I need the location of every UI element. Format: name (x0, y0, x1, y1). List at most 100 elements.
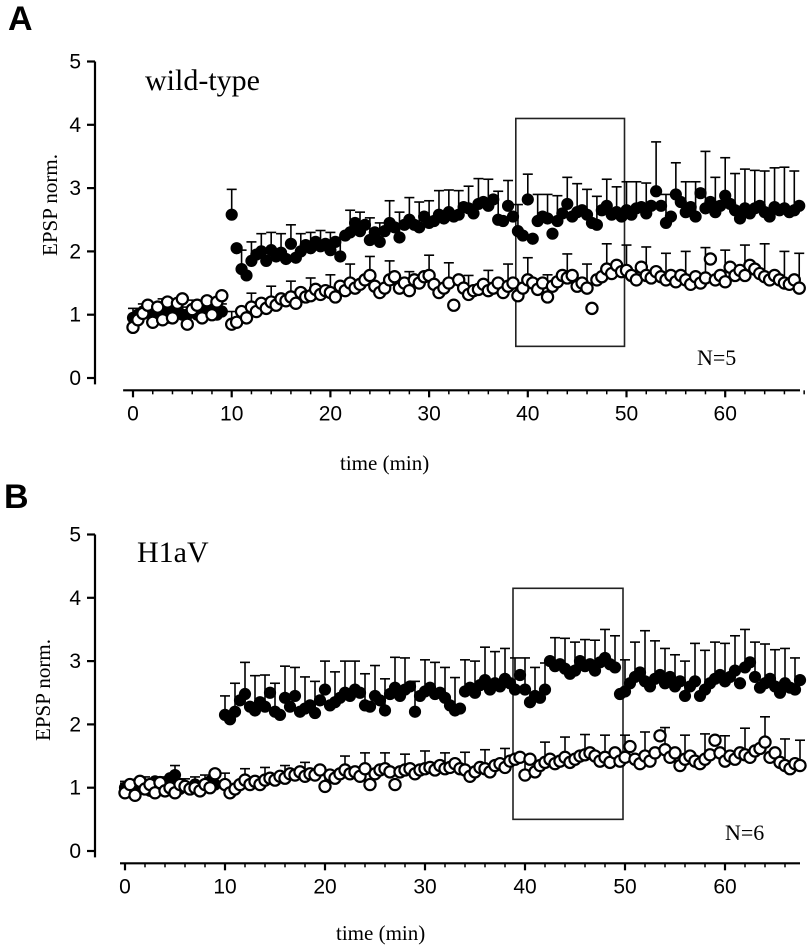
filled-data-point (288, 689, 302, 703)
open-data-point (215, 289, 229, 303)
filled-data-point (654, 199, 668, 212)
filled-data-point (238, 687, 252, 701)
open-data-point (289, 296, 303, 311)
open-data-point (540, 290, 555, 304)
filled-data-point (358, 218, 372, 231)
x-tick-label: 50 (615, 402, 638, 425)
panel-a-xlabel: time (min) (340, 451, 429, 475)
open-data-point (208, 767, 222, 781)
open-data-point (447, 298, 461, 312)
filled-data-point (546, 227, 559, 240)
y-tick-label: 2 (69, 240, 81, 263)
panel-a-n-label: N=5 (697, 345, 736, 370)
filled-data-point (283, 700, 297, 713)
filled-data-point (673, 675, 687, 688)
open-data-point (128, 788, 142, 802)
filled-data-point (518, 683, 532, 696)
x-tick-label: 40 (516, 402, 539, 425)
panel-a-title: wild-type (145, 64, 260, 97)
x-tick-label: 60 (714, 402, 737, 425)
open-data-point (388, 777, 402, 792)
filled-data-point (408, 705, 422, 718)
open-data-point (363, 777, 377, 792)
open-data-point (580, 281, 594, 295)
panel-a-ylabel: EPSP norm. (38, 154, 62, 256)
filled-data-point (225, 208, 238, 221)
filled-data-point (260, 254, 273, 267)
filled-data-point (403, 680, 417, 693)
filled-data-point (373, 235, 386, 249)
filled-data-point (688, 675, 702, 688)
open-data-point (793, 758, 807, 773)
highlight-box (512, 587, 624, 821)
filled-data-point (773, 686, 787, 699)
panel-b-ylabel: EPSP norm. (31, 639, 55, 741)
open-data-point (792, 281, 806, 295)
filled-data-point (513, 668, 527, 682)
filled-data-point (664, 210, 678, 223)
filled-data-point (228, 705, 242, 718)
filled-data-point (788, 683, 802, 696)
open-data-point (239, 311, 254, 325)
y-tick-label: 3 (69, 650, 81, 673)
x-tick-label: 40 (513, 875, 536, 898)
filled-data-point (329, 235, 342, 249)
filled-data-point (284, 237, 298, 250)
filled-data-point (793, 673, 807, 687)
filled-data-point (694, 187, 707, 200)
open-data-point (585, 301, 599, 316)
y-tick-label: 3 (69, 177, 81, 200)
filled-data-point (561, 197, 574, 211)
open-data-point (358, 762, 372, 776)
x-tick-label: 10 (213, 875, 236, 898)
y-tick-label: 5 (69, 524, 81, 547)
open-data-point (313, 763, 327, 777)
y-tick-label: 1 (69, 777, 81, 800)
filled-data-point (308, 706, 322, 720)
x-tick-label: 0 (127, 402, 139, 425)
filled-data-point (230, 242, 243, 255)
filled-data-point (363, 700, 377, 713)
x-tick-label: 10 (220, 402, 243, 425)
x-tick-label: 0 (119, 875, 131, 898)
filled-data-point (453, 702, 467, 715)
filled-data-point (674, 195, 687, 209)
panel-a-letter: A (8, 0, 33, 38)
filled-data-point (733, 677, 747, 690)
open-data-point (703, 252, 718, 266)
filled-data-point (714, 199, 727, 212)
filled-data-point (568, 664, 582, 677)
y-tick-label: 2 (69, 713, 81, 736)
filled-data-point (373, 694, 387, 707)
x-tick-label: 60 (713, 875, 736, 898)
filled-data-point (763, 210, 776, 223)
open-data-point (180, 317, 194, 331)
open-data-point (708, 733, 722, 747)
filled-data-point (608, 661, 622, 674)
y-tick-label: 4 (69, 114, 81, 137)
panel-b-xlabel: time (min) (336, 921, 425, 945)
y-tick-label: 0 (69, 840, 81, 863)
filled-data-point (413, 221, 426, 234)
open-data-point (205, 308, 219, 322)
x-tick-label: 50 (613, 875, 636, 898)
open-data-point (387, 270, 402, 284)
open-data-point (523, 752, 537, 766)
filled-data-point (506, 210, 520, 223)
panel-b-letter: B (4, 478, 29, 516)
highlight-box (514, 117, 626, 348)
filled-data-point (684, 200, 697, 214)
filled-data-point (526, 232, 539, 245)
filled-data-point (650, 185, 663, 198)
open-data-point (623, 739, 637, 754)
filled-data-point (240, 269, 253, 282)
filled-data-point (497, 214, 510, 228)
y-tick-label: 4 (69, 587, 81, 610)
panel-b-n-label: N=6 (725, 820, 764, 845)
x-tick-label: 30 (417, 402, 440, 425)
open-data-point (668, 746, 682, 760)
filled-data-point (467, 207, 480, 220)
